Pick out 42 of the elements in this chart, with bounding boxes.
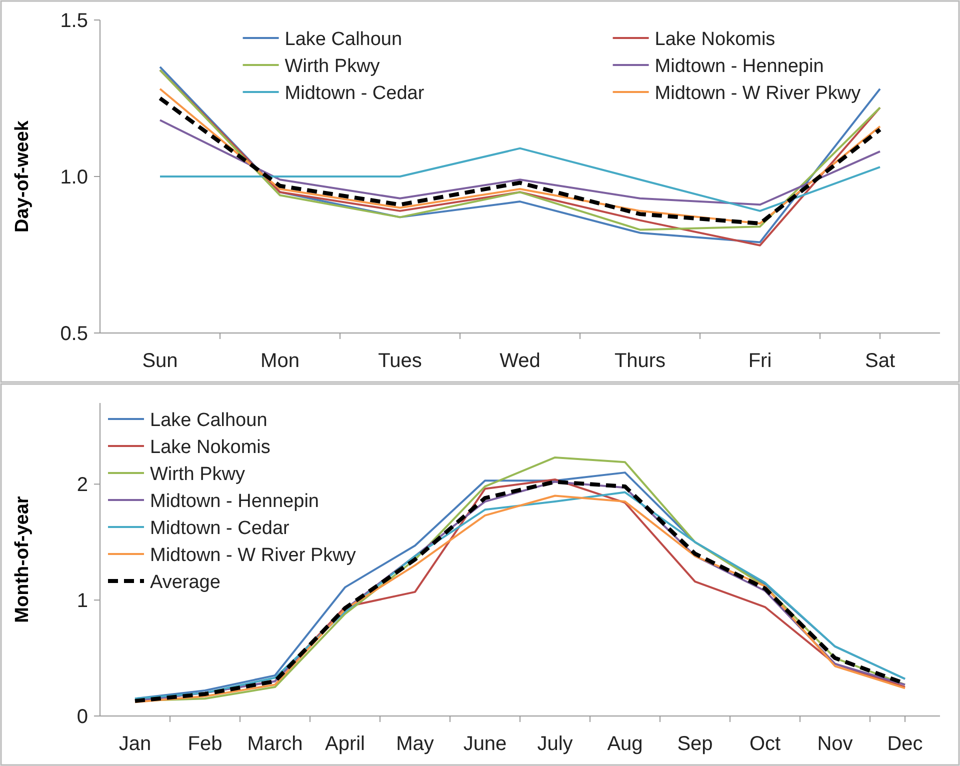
- legend-label: Lake Nokomis: [654, 29, 776, 50]
- legend-label: Midtown - Hennepin: [654, 56, 824, 77]
- line-series: [159, 147, 881, 212]
- x-tick-label: June: [463, 733, 507, 755]
- x-tick-label: Feb: [188, 733, 222, 755]
- legend-label: Average: [150, 572, 220, 593]
- legend-label: Midtown - W River Pkwy: [654, 83, 862, 104]
- x-tick-label: Sep: [677, 733, 713, 755]
- x-tick-label: March: [247, 733, 303, 755]
- legend-label: Wirth Pkwy: [284, 56, 380, 77]
- x-tick-label: May: [396, 733, 434, 755]
- legend-label: Lake Calhoun: [150, 410, 268, 431]
- x-tick-label: Tues: [378, 350, 422, 372]
- legend-label: Midtown - Cedar: [150, 518, 290, 539]
- x-tick-label: Aug: [607, 733, 643, 755]
- y-tick-label: 1.5: [60, 10, 88, 32]
- x-tick-label: Thurs: [614, 350, 666, 372]
- line-series: [159, 119, 881, 206]
- y-axis-title: Month-of-year: [12, 496, 33, 623]
- legend-label: Wirth Pkwy: [150, 464, 246, 485]
- y-tick-label: 1.0: [60, 166, 88, 188]
- y-tick-label: 0: [76, 706, 88, 728]
- x-tick-label: Nov: [817, 733, 853, 755]
- x-tick-label: Jan: [118, 733, 152, 755]
- y-tick-label: 0.5: [60, 323, 88, 345]
- x-tick-label: Oct: [749, 733, 781, 755]
- y-tick-label: 1: [76, 590, 88, 612]
- legend-label: Midtown - W River Pkwy: [150, 545, 356, 566]
- x-tick-label: Mon: [260, 350, 300, 372]
- x-tick-label: April: [324, 733, 366, 755]
- x-tick-label: Sun: [142, 350, 178, 372]
- legend-label: Midtown - Hennepin: [150, 491, 319, 512]
- x-tick-label: July: [537, 733, 573, 755]
- x-tick-label: Fri: [748, 350, 772, 372]
- x-tick-label: Wed: [500, 350, 540, 372]
- legend-label: Midtown - Cedar: [284, 83, 425, 104]
- x-tick-label: Sat: [864, 350, 896, 372]
- y-axis-title: Day-of-week: [12, 120, 33, 232]
- legend-label: Lake Nokomis: [150, 437, 270, 458]
- y-tick-label: 2: [76, 474, 88, 496]
- x-tick-label: Dec: [887, 733, 923, 755]
- legend-label: Lake Calhoun: [284, 29, 402, 50]
